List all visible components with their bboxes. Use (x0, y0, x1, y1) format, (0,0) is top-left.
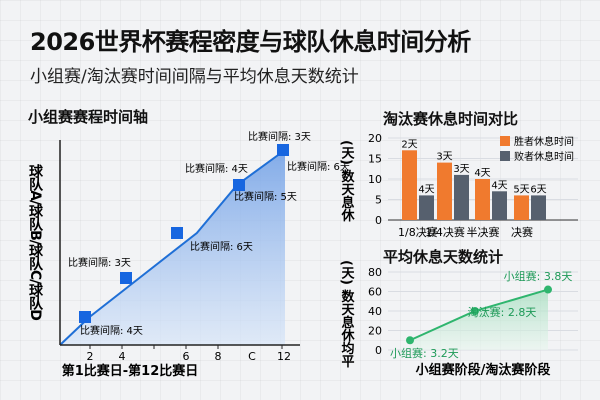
timeline-point-label: 比赛间隔: 3天 (248, 130, 311, 143)
bar-data-label: 4天 (474, 168, 490, 179)
bar-winner (514, 195, 529, 220)
bar-loser (531, 195, 546, 220)
line-y-tick-label: 80 (368, 266, 382, 279)
bar-data-label: 4天 (491, 180, 507, 191)
bar-category-label: 1/8决赛 (398, 225, 438, 239)
line-y-tick-label: 20 (368, 325, 382, 338)
line-y-tick-label: 40 (368, 305, 382, 318)
legend-swatch-winner (500, 136, 510, 146)
timeline-point-label: 比赛间隔: 6天 (287, 160, 350, 173)
line-area-fill (410, 289, 548, 350)
line-x-axis-label: 小组赛阶段/淘汰赛阶段 (416, 362, 551, 378)
bar-y-tick-label: 5 (375, 194, 382, 207)
bar-winner (402, 150, 417, 220)
timeline-marker (120, 272, 132, 284)
timeline-x-axis-label: 第1比赛日-第12比赛日 (62, 363, 199, 379)
timeline-point-label: 比赛间隔: 4天 (185, 162, 248, 175)
bar-category-label: 半决赛 (467, 225, 500, 239)
line-point-label: 小组赛: 3.2天 (390, 346, 459, 360)
line-y-tick-label: 60 (368, 286, 382, 299)
bar-y-tick-label: 10 (368, 173, 382, 186)
bar-data-label: 2天 (401, 139, 417, 150)
timeline-point-label: 比赛间隔: 5天 (234, 190, 297, 203)
timeline-x-tick-label: C (248, 350, 256, 363)
line-y-tick-label: 0 (375, 344, 382, 357)
bar-data-label: 5天 (513, 184, 529, 195)
page-title: 2026世界杯赛程密度与球队休息时间分析 (30, 28, 471, 56)
bar-y-tick-label: 15 (368, 153, 382, 166)
line-point (406, 336, 414, 345)
timeline-x-tick-label: 12 (277, 350, 291, 363)
bar-data-label: 4天 (418, 184, 434, 195)
bar-winner (437, 162, 452, 220)
bar-data-label: 6天 (530, 184, 546, 195)
line-extra-label: 淘汰赛: 2.8天 (468, 305, 537, 319)
line-y-axis-label: (天) 数天息休均平 (339, 260, 356, 369)
timeline-marker (277, 144, 289, 156)
legend-label-winner: 胜者休息时间 (514, 135, 574, 148)
timeline-marker (171, 227, 183, 239)
bar-y-axis-label: (天) 数天息休 (339, 140, 356, 223)
line-point (544, 285, 552, 294)
timeline-point-label: 比赛间隔: 4天 (80, 324, 143, 337)
bar-y-tick-label: 20 (368, 132, 382, 145)
line-point (471, 307, 479, 315)
bar-y-tick-label: 0 (375, 214, 382, 227)
timeline-x-tick-label: 6 (183, 350, 190, 363)
timeline-point-label: 比赛间隔: 6天 (190, 240, 253, 253)
timeline-chart: 2 4 6 8 C 12 第1比赛日-第12比赛日 球队A/球队B/球队C/球队D 比赛间隔: … (27, 130, 350, 379)
timeline-y-axis-label: 球队A/球队B/球队C/球队D (27, 163, 43, 320)
timeline-marker (233, 179, 245, 191)
line-chart-title: 平均休息天数统计 (383, 248, 504, 266)
legend-label-loser: 败者休息时间 (514, 150, 574, 163)
timeline-x-tick-label: 2 (87, 350, 94, 363)
average-rest-line-chart: 0 20 40 60 80 (天) 数天息休均平小组赛: 3.2天 小组赛: 3.8天淘汰赛… (339, 260, 578, 378)
bar-category-label: 1/4决赛 (425, 225, 465, 239)
bar-winner (475, 179, 490, 220)
timeline-chart-title: 小组赛赛程时间轴 (28, 108, 149, 126)
timeline-x-tick-label: 8 (215, 350, 222, 363)
bar-data-label: 3天 (436, 152, 452, 163)
bar-loser (419, 195, 434, 220)
bar-category-label: 决赛 (511, 225, 533, 239)
legend-swatch-loser (500, 151, 510, 161)
timeline-point-label: 比赛间隔: 3天 (68, 256, 131, 269)
bar-loser (454, 174, 469, 220)
timeline-x-tick-label: 4 (119, 350, 126, 363)
rest-bar-chart: 0 5 10 15 20 (天) 数天息休 2天 3天 4天 5天 4天 3天 4天 6天 1/8决赛1/4… (339, 132, 578, 239)
bar-chart-title: 淘汰赛休息时间对比 (383, 110, 519, 128)
bar-data-label: 3天 (453, 164, 469, 175)
line-point-label: 小组赛: 3.8天 (504, 269, 573, 283)
timeline-marker (79, 311, 91, 323)
bar-loser (492, 191, 507, 220)
page-subtitle: 小组赛/淘汰赛时间间隔与平均休息天数统计 (30, 67, 359, 87)
